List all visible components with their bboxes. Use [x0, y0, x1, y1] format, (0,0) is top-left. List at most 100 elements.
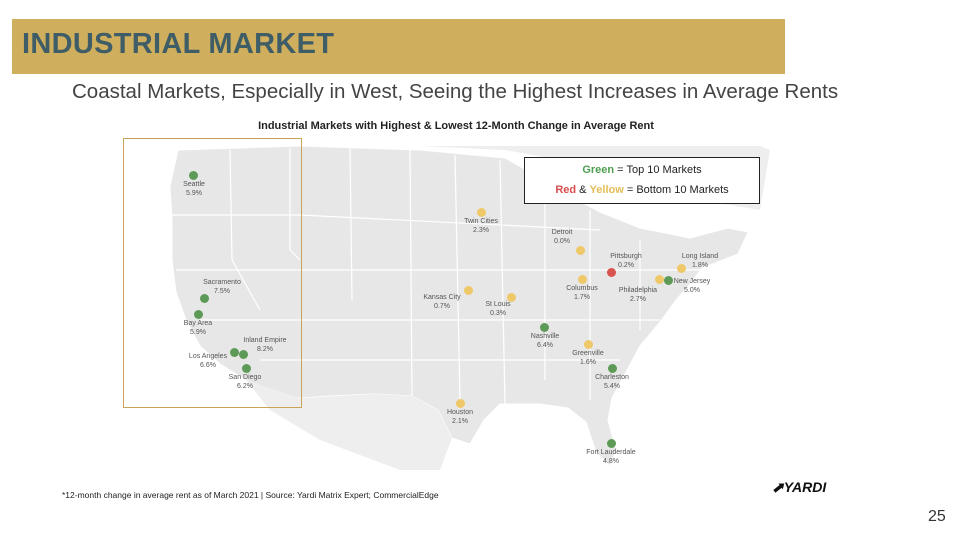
market-label-kansas-city: Kansas City 0.7% [402, 293, 482, 311]
market-name: Columbus [566, 285, 598, 292]
market-value: 5.9% [190, 329, 206, 336]
legend-red-word: Red [555, 184, 577, 196]
page-title: INDUSTRIAL MARKET [22, 28, 335, 60]
market-dot-columbus [577, 274, 587, 284]
market-dot-long-island [676, 263, 686, 273]
market-label-sacramento: Sacramento 7.5% [182, 278, 262, 296]
market-value: 1.6% [580, 359, 596, 366]
market-label-st-louis: St Louis 0.3% [458, 300, 538, 318]
market-dot-philadelphia [654, 274, 664, 284]
state-lines [172, 147, 700, 405]
market-dot-charleston [607, 363, 617, 373]
market-name: Inland Empire [243, 337, 287, 344]
market-value: 0.0% [554, 238, 570, 245]
market-name: Sacramento [203, 279, 241, 286]
market-value: 2.7% [630, 296, 646, 303]
market-name: San Diego [228, 374, 262, 381]
market-name: Seattle [183, 181, 205, 188]
legend-yellow-word: Yellow [589, 184, 624, 196]
market-dot-twin-cities [476, 207, 486, 217]
market-name: Nashville [530, 333, 560, 340]
market-label-nashville: Nashville 6.4% [505, 332, 585, 350]
map-title: Industrial Markets with Highest & Lowest… [258, 120, 654, 132]
logo-text: YARDI [783, 479, 827, 495]
legend-top-line: Green = Top 10 Markets [525, 164, 759, 176]
market-value: 5.4% [604, 383, 620, 390]
market-value: 6.2% [237, 383, 253, 390]
market-value: 2.3% [473, 227, 489, 234]
market-name: Houston [446, 409, 474, 416]
yardi-logo: ⬈YARDI [772, 479, 826, 496]
market-value: 1.7% [574, 294, 590, 301]
legend-green-word: Green [582, 164, 615, 176]
market-value: 5.9% [186, 190, 202, 197]
market-name: Kansas City [423, 294, 461, 301]
market-name: Los Angeles [188, 353, 228, 360]
market-dot-fort-lauderdale [606, 438, 616, 448]
market-dot-houston [455, 398, 465, 408]
market-label-twin-cities: Twin Cities 2.3% [441, 217, 521, 235]
market-label-detroit: Detroit 0.0% [522, 228, 602, 246]
market-dot-san-diego [241, 363, 251, 373]
market-name: Charleston [595, 374, 629, 381]
market-name: Pittsburgh [610, 253, 642, 260]
usa-landmass [169, 145, 749, 467]
mexico-region [246, 380, 452, 470]
market-label-philadelphia: Philadelphia 2.7% [598, 286, 678, 304]
market-name: Detroit [551, 229, 573, 236]
legend-green-text: = Top 10 Markets [614, 164, 702, 176]
market-label-bay-area: Bay Area 5.9% [158, 319, 238, 337]
market-value: 6.4% [537, 342, 553, 349]
market-dot-pittsburgh [606, 267, 616, 277]
market-label-columbus: Columbus 1.7% [542, 284, 622, 302]
market-dot-bay-area [193, 309, 203, 319]
legend-amp: & [576, 184, 590, 196]
market-value: 5.0% [684, 287, 700, 294]
market-label-pittsburgh: Pittsburgh 0.2% [586, 252, 666, 270]
market-label-san-diego: San Diego 6.2% [205, 373, 285, 391]
market-label-fort-lauderdale: Fort Lauderdale 4.8% [571, 448, 651, 466]
market-dot-los-angeles [229, 347, 239, 357]
map-legend: Green = Top 10 Markets Red & Yellow = Bo… [524, 157, 760, 204]
market-dot-new-jersey [663, 275, 673, 285]
market-dot-inland-empire [238, 349, 248, 359]
market-value: 4.8% [603, 458, 619, 465]
market-label-seattle: Seattle 5.9% [154, 180, 234, 198]
footnote: *12-month change in average rent as of M… [62, 490, 439, 500]
market-name: Bay Area [183, 320, 213, 327]
market-dot-seattle [188, 170, 198, 180]
market-name: Long Island [681, 253, 719, 260]
market-label-greenville: Greenville 1.6% [548, 349, 628, 367]
market-name: Fort Lauderdale [586, 449, 636, 456]
market-value: 6.6% [200, 362, 216, 369]
market-dot-st-louis [506, 292, 516, 302]
market-name: New Jersey [673, 278, 711, 285]
market-value: 0.7% [434, 303, 450, 310]
market-label-new-jersey: New Jersey 5.0% [652, 277, 732, 295]
legend-bottom-line: Red & Yellow = Bottom 10 Markets [525, 184, 759, 196]
market-dot-detroit [575, 245, 585, 255]
market-label-los-angeles: Los Angeles 6.6% [168, 352, 248, 370]
market-value: 0.3% [490, 310, 506, 317]
market-label-inland-empire: Inland Empire 8.2% [225, 336, 305, 354]
market-name: Greenville [572, 350, 604, 357]
market-dot-kansas-city [463, 285, 473, 295]
market-value: 7.5% [214, 288, 230, 295]
legend-bottom-text: = Bottom 10 Markets [623, 184, 729, 196]
market-label-houston: Houston 2.1% [420, 408, 500, 426]
market-value: 1.8% [692, 262, 708, 269]
market-dot-sacramento [199, 293, 209, 303]
market-name: St Louis [485, 301, 511, 308]
logo-mark-icon: ⬈ [772, 479, 784, 495]
market-dot-greenville [583, 339, 593, 349]
market-value: 0.2% [618, 262, 634, 269]
west-coast-highlight-box [123, 138, 302, 408]
page-number: 25 [928, 508, 946, 525]
market-value: 8.2% [257, 346, 273, 353]
slide-subtitle: Coastal Markets, Especially in West, See… [72, 80, 839, 103]
title-banner: INDUSTRIAL MARKET [12, 19, 785, 74]
market-label-long-island: Long Island 1.8% [660, 252, 740, 270]
market-label-charleston: Charleston 5.4% [572, 373, 652, 391]
market-value: 2.1% [452, 418, 468, 425]
